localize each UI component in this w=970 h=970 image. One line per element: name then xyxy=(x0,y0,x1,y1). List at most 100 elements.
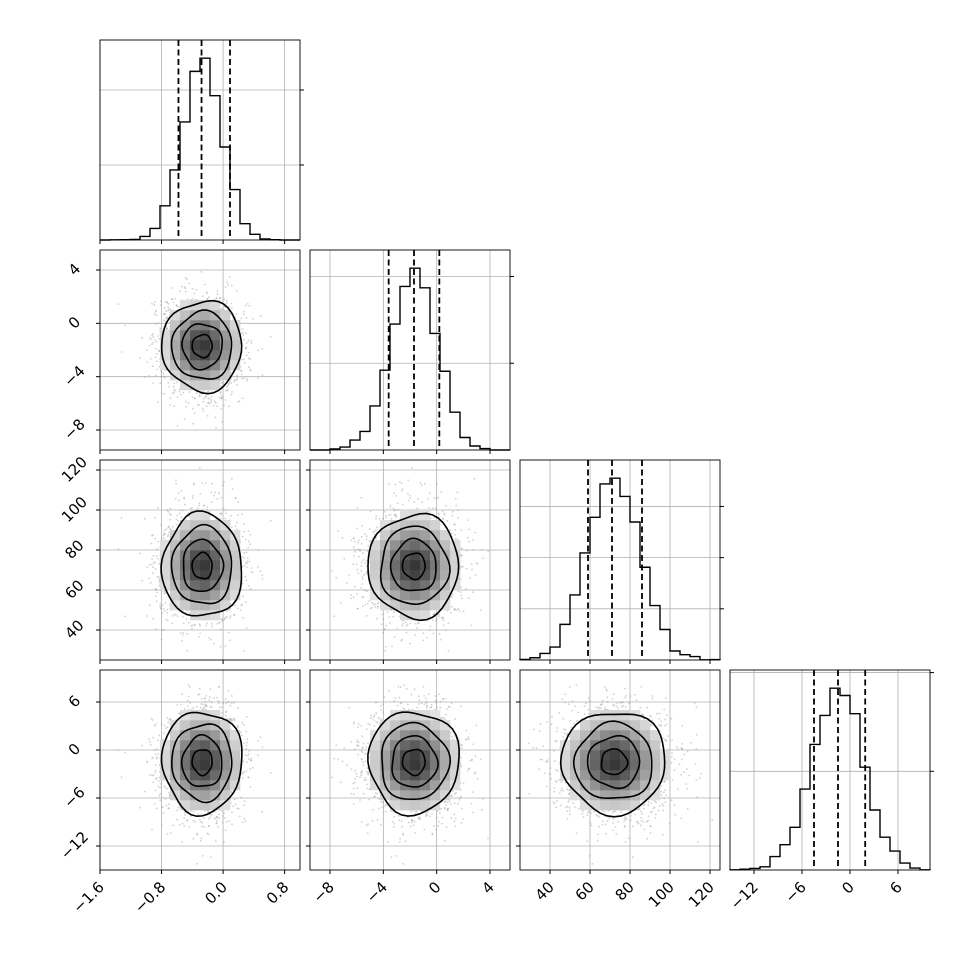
scatter-point xyxy=(183,418,186,421)
scatter-point xyxy=(261,348,264,350)
scatter-point xyxy=(164,320,167,323)
panel-background xyxy=(100,40,300,240)
scatter-point xyxy=(166,317,169,320)
scatter-point xyxy=(151,563,153,566)
scatter-point xyxy=(198,502,201,505)
scatter-point xyxy=(223,298,226,301)
scatter-point xyxy=(138,357,141,359)
scatter-point xyxy=(206,506,209,509)
scatter-point xyxy=(226,281,228,284)
scatter-point xyxy=(206,291,208,294)
density-cell xyxy=(180,530,191,541)
scatter-point xyxy=(221,619,224,622)
scatter-point xyxy=(245,627,248,629)
scatter-point xyxy=(154,323,157,326)
scatter-point xyxy=(216,497,219,500)
scatter-point xyxy=(225,512,228,515)
scatter-point xyxy=(236,374,239,377)
scatter-point xyxy=(151,302,153,305)
scatter-point xyxy=(166,301,168,303)
scatter-point xyxy=(191,627,193,630)
scatter-point xyxy=(224,286,227,288)
scatter-point xyxy=(176,615,179,618)
scatter-point xyxy=(187,402,190,404)
scatter-point xyxy=(210,625,213,628)
scatter-point xyxy=(219,391,222,393)
scatter-point xyxy=(222,383,224,385)
scatter-point xyxy=(243,361,246,364)
scatter-point xyxy=(208,296,210,298)
scatter-point xyxy=(151,365,154,368)
histogram-panel-1 xyxy=(99,39,304,244)
scatter-point xyxy=(247,339,250,342)
scatter-point xyxy=(249,369,252,372)
scatter-point xyxy=(163,590,166,592)
scatter-point xyxy=(228,381,231,384)
scatter-point xyxy=(205,292,208,295)
scatter-point xyxy=(168,513,171,515)
scatter-point xyxy=(179,509,182,511)
scatter-point xyxy=(224,517,227,520)
scatter-point xyxy=(219,297,221,300)
scatter-point xyxy=(210,638,212,641)
scatter-point xyxy=(189,507,192,510)
scatter-point xyxy=(150,542,153,545)
scatter-point xyxy=(204,482,207,485)
scatter-point xyxy=(240,317,243,320)
scatter-point xyxy=(246,378,248,380)
scatter-point xyxy=(173,391,175,394)
scatter-point xyxy=(163,312,166,315)
scatter-point xyxy=(175,482,178,485)
scatter-point xyxy=(158,365,161,368)
scatter-point xyxy=(209,402,211,405)
scatter-point xyxy=(206,414,209,417)
histogram-steps xyxy=(729,687,931,871)
scatter-point xyxy=(225,302,228,304)
scatter-point xyxy=(167,510,170,513)
scatter-point xyxy=(154,339,157,341)
scatter-point xyxy=(191,624,194,627)
scatter-point xyxy=(202,409,205,412)
scatter-point xyxy=(150,357,152,360)
scatter-point xyxy=(226,385,228,388)
scatter-point xyxy=(193,292,196,295)
scatter-point xyxy=(169,507,172,510)
scatter-point xyxy=(184,290,187,293)
scatter-point xyxy=(163,529,166,532)
scatter-point xyxy=(242,650,245,652)
scatter-point xyxy=(180,285,183,288)
scatter-point xyxy=(248,366,250,369)
scatter-point xyxy=(211,482,213,485)
scatter-point xyxy=(156,548,158,550)
scatter-point xyxy=(261,374,264,376)
scatter-point xyxy=(243,530,246,533)
scatter-point xyxy=(169,397,172,400)
scatter-point xyxy=(186,632,189,635)
scatter-point xyxy=(218,396,221,399)
scatter-point xyxy=(148,375,150,377)
scatter-point xyxy=(237,607,239,610)
density-cell xyxy=(190,370,201,381)
scatter-point xyxy=(141,579,144,582)
scatter-point xyxy=(117,303,120,306)
scatter-point xyxy=(168,525,171,528)
density-cell xyxy=(180,560,191,571)
scatter-point xyxy=(171,287,174,289)
scatter-point xyxy=(205,395,208,398)
scatter-point xyxy=(160,524,163,526)
scatter-point xyxy=(188,391,191,394)
scatter-point xyxy=(180,516,183,518)
scatter-point xyxy=(249,358,252,361)
scatter-point xyxy=(261,574,264,577)
scatter-point xyxy=(237,501,240,504)
scatter-point xyxy=(153,303,156,306)
scatter-point xyxy=(157,576,160,578)
scatter-point xyxy=(154,595,157,597)
scatter-point xyxy=(165,528,168,530)
scatter-point xyxy=(183,286,186,288)
scatter-point xyxy=(143,517,146,520)
scatter-point xyxy=(159,382,162,384)
scatter-point xyxy=(222,381,225,383)
scatter-point xyxy=(241,328,244,330)
scatter-point xyxy=(241,565,244,568)
